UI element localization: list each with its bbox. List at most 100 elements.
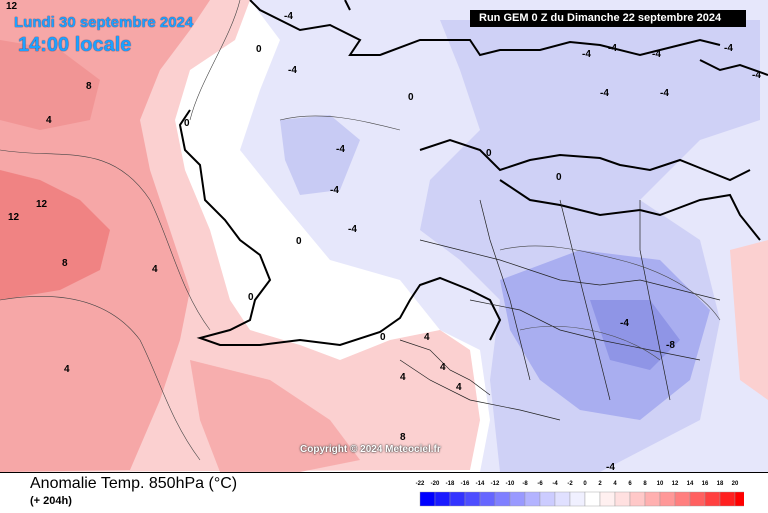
scale-tick-label: -8 [522,481,528,487]
anomaly-map: 12 -4 0 8 4 12 12 8 4 0 -4 -4 -4 -4 0 0 -4 -4 -4 -4 -4 -4 -4 0 0… [0,0,768,472]
forecast-time: 14:00 locale [18,34,132,56]
contour-label: 12 [6,1,18,12]
contour-line [189,0,241,121]
forecast-date: Lundi 30 septembre 2024 [14,14,194,31]
scale-tick-label: 16 [702,481,709,487]
contour-label: 4 [152,264,158,275]
scale-tick-label: 10 [657,481,664,487]
contour-label: 0 [296,236,302,247]
scale-swatch [644,491,661,507]
scale-swatch [659,491,676,507]
contour-label: 8 [400,432,406,443]
contour-label: 0 [248,292,254,303]
coast-scandinavia [419,138,751,182]
contour-label: 4 [456,382,462,393]
scale-swatch [419,491,436,507]
scale-swatch [509,491,526,507]
contour-label: 12 [36,199,48,210]
border-line [419,239,721,301]
cool-anomaly-atlantic [280,115,360,195]
scale-swatch [674,491,691,507]
scale-swatch [554,491,571,507]
contour-line [0,149,211,331]
copyright-notice: Copyright © 2024 Meteociel.fr [300,444,441,455]
contour-label: -8 [666,340,675,351]
scale-tick-label: 8 [643,481,647,487]
coastlines [178,0,768,347]
contour-label: 4 [46,115,52,126]
scale-tick-label: 6 [628,481,632,487]
scale-swatch [719,491,736,507]
contour-label: -4 [606,462,615,472]
scale-swatch [464,491,481,507]
contour-label: -4 [330,185,339,196]
scale-swatch [479,491,496,507]
contour-line [279,115,401,131]
coast-fragment [344,0,351,11]
scale-tick-label: -6 [537,481,543,487]
map-canvas: 12 -4 0 8 4 12 12 8 4 0 -4 -4 -4 -4 0 0 -4 -4 -4 -4 -4 -4 -4 0 0… [0,0,768,472]
contour-label: -4 [752,70,761,81]
contour-label: -4 [348,224,357,235]
warm-anomaly-core [0,170,110,300]
scale-swatch [539,491,556,507]
warm-anomaly-east [730,240,768,400]
scale-tick-label: -18 [446,481,455,487]
contour-line [499,245,721,321]
scale-tick-label: 0 [583,481,587,487]
contour-label: -4 [582,49,591,60]
contour-line [0,296,201,461]
contour-label: 4 [400,372,406,383]
country-borders [399,199,721,421]
scale-swatch [734,491,744,507]
contour-label: 4 [424,332,430,343]
scale-swatch [494,491,511,507]
contour-label: 0 [184,118,190,129]
scale-swatch [599,491,616,507]
scale-tick-label: 18 [717,481,724,487]
scale-tick-label: -20 [431,481,440,487]
contour-label: -4 [660,88,669,99]
contour-line [519,325,661,361]
coast-baltic [499,179,761,241]
contour-label: 4 [64,364,70,375]
scale-tick-label: 14 [687,481,694,487]
scale-tick-label: 12 [672,481,679,487]
scale-tick-label: 4 [613,481,617,487]
contour-label: -4 [724,43,733,54]
coast-greenland-iceland [178,109,502,347]
warm-anomaly-south [190,360,360,472]
contour-label: 0 [486,148,492,159]
scale-swatch [569,491,586,507]
scale-tick-label: -22 [416,481,425,487]
contour-label: 0 [408,92,414,103]
scale-swatch-group [419,491,744,507]
border-line [559,199,611,401]
contour-label: -4 [620,318,629,329]
border-line [639,200,671,401]
contour-label: 0 [380,332,386,343]
scale-tick-label: -2 [567,481,573,487]
border-line [469,299,701,361]
scale-tick-label: -14 [476,481,485,487]
color-scale-legend: -22 -20 -18 -16 -14 -12 -10 -8 -6 -4 -2 0 2 4 6 8 10 12 14… [416,481,744,507]
cool-anomaly-core [590,300,680,370]
model-run-info: Run GEM 0 Z du Dimanche 22 septembre 202… [470,10,746,27]
contour-lines [0,0,721,461]
warm-anomaly-north [0,40,100,130]
coast-north-atlantic [249,0,721,57]
border-line [399,339,491,396]
scale-swatch [689,491,706,507]
scale-swatch [629,491,646,507]
scale-tick-label: 2 [598,481,602,487]
contour-label: 12 [8,212,20,223]
contour-label: 0 [556,172,562,183]
scale-tick-label: 20 [732,481,739,487]
scale-swatch [614,491,631,507]
scale-tick-label: -4 [552,481,558,487]
contour-label: -4 [288,65,297,76]
scale-swatch [524,491,541,507]
map-title: Anomalie Temp. 850hPa (°C) [30,475,238,492]
contour-label-layer: 12 -4 0 8 4 12 12 8 4 0 -4 -4 -4 -4 0 0 -4 -4 -4 -4 -4 -4 -4 0 0… [6,1,761,472]
scale-tick-label: -16 [461,481,470,487]
